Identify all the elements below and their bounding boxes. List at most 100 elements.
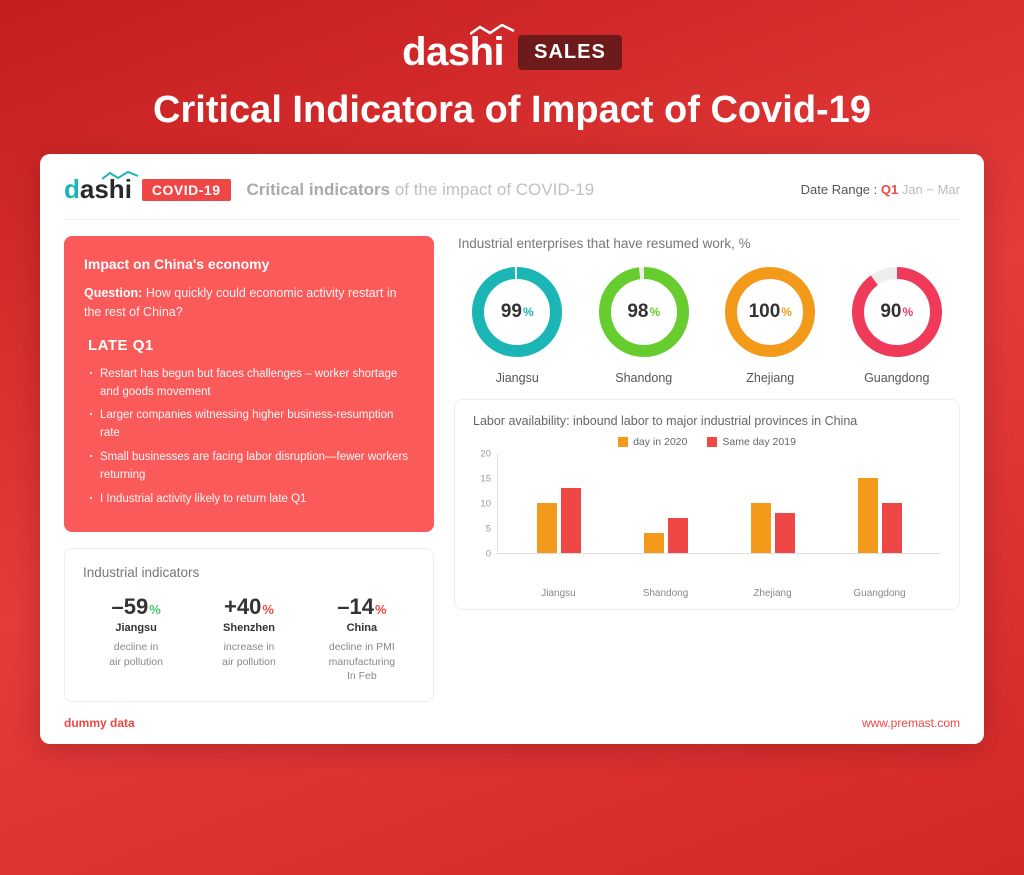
indicators-card: Industrial indicators –59% Jiangsu decline… bbox=[64, 548, 434, 702]
date-range-months: Jan ~ Mar bbox=[898, 182, 960, 197]
donut-item: 98% Shandong bbox=[599, 267, 689, 385]
donut-value: 90% bbox=[852, 267, 942, 357]
donut-chart: 90% bbox=[852, 267, 942, 357]
indicators-title: Industrial indicators bbox=[83, 565, 415, 580]
donut-pct: % bbox=[523, 305, 534, 319]
indicator-pct: % bbox=[262, 602, 274, 617]
legend-label: Same day 2019 bbox=[722, 436, 796, 448]
date-range-quarter: Q1 bbox=[881, 182, 898, 197]
impact-late-q1: LATE Q1 bbox=[88, 334, 414, 357]
donuts-title: Industrial enterprises that have resumed… bbox=[458, 236, 960, 251]
bar-plot bbox=[497, 454, 941, 554]
impact-title: Impact on China's economy bbox=[84, 254, 414, 276]
legend-item: Same day 2019 bbox=[707, 436, 796, 448]
legend-label: day in 2020 bbox=[633, 436, 687, 448]
dashboard-header: dashi COVID-19 Critical indicators of th… bbox=[64, 174, 960, 220]
bar-group bbox=[743, 503, 803, 553]
bar-group bbox=[850, 478, 910, 553]
donut-item: 99% Jiangsu bbox=[472, 267, 562, 385]
hero: dashi SALES Critical Indicatora of Impac… bbox=[30, 30, 994, 132]
x-label: Zhejiang bbox=[743, 588, 803, 599]
donut-label: Shandong bbox=[599, 371, 689, 385]
bar bbox=[858, 478, 878, 553]
footer-right[interactable]: www.premast.com bbox=[862, 716, 960, 730]
y-tick: 10 bbox=[480, 499, 491, 510]
dashboard-card: dashi COVID-19 Critical indicators of th… bbox=[40, 154, 984, 744]
bar bbox=[751, 503, 771, 553]
dashboard-footer: dummy data www.premast.com bbox=[64, 716, 960, 730]
x-label: Guangdong bbox=[850, 588, 910, 599]
donut-label: Jiangsu bbox=[472, 371, 562, 385]
donut-value: 98% bbox=[599, 267, 689, 357]
subtitle-rest: of the impact of COVID-19 bbox=[390, 180, 594, 199]
donut-item: 100% Zhejiang bbox=[725, 267, 815, 385]
y-tick: 15 bbox=[480, 474, 491, 485]
bar-chart-card: Labor availability: inbound labor to maj… bbox=[454, 399, 960, 610]
bar-chart-title: Labor availability: inbound labor to maj… bbox=[473, 414, 941, 428]
subtitle-strong: Critical indicators bbox=[247, 180, 391, 199]
y-tick: 0 bbox=[486, 549, 491, 560]
bar bbox=[537, 503, 557, 553]
y-tick: 5 bbox=[486, 524, 491, 535]
impact-question-label: Question: bbox=[84, 286, 146, 300]
donut-value: 100% bbox=[725, 267, 815, 357]
indicator-value: +40% bbox=[196, 594, 302, 620]
covid-badge: COVID-19 bbox=[142, 179, 231, 201]
indicator-region: Jiangsu bbox=[83, 622, 189, 634]
bar bbox=[775, 513, 795, 553]
bar bbox=[882, 503, 902, 553]
indicator-region: China bbox=[309, 622, 415, 634]
chart-squiggle-icon bbox=[470, 24, 520, 38]
impact-bullet: Small businesses are facing labor disrup… bbox=[88, 449, 414, 485]
indicator-desc: decline in PMImanufacturingIn Feb bbox=[309, 640, 415, 683]
hero-sales-badge: SALES bbox=[518, 35, 622, 70]
bar bbox=[561, 488, 581, 553]
donut-pct: % bbox=[649, 305, 660, 319]
donut-pct: % bbox=[781, 305, 792, 319]
bar-group bbox=[636, 518, 696, 553]
indicator-pct: % bbox=[149, 602, 161, 617]
date-range: Date Range : Q1 Jan ~ Mar bbox=[801, 182, 960, 197]
impact-card: Impact on China's economy Question: How … bbox=[64, 236, 434, 532]
donut-chart: 100% bbox=[725, 267, 815, 357]
indicator-item: –59% Jiangsu decline inair pollution bbox=[83, 594, 189, 683]
y-tick: 20 bbox=[480, 449, 491, 460]
donut-pct: % bbox=[902, 305, 913, 319]
bar-legend: day in 2020 Same day 2019 bbox=[473, 436, 941, 448]
date-range-label: Date Range : bbox=[801, 182, 881, 197]
bar-group bbox=[529, 488, 589, 553]
legend-swatch bbox=[618, 437, 628, 447]
x-axis-labels: Jiangsu Shandong Zhejiang Guangdong bbox=[497, 588, 941, 599]
indicator-region: Shenzhen bbox=[196, 622, 302, 634]
x-label: Jiangsu bbox=[529, 588, 589, 599]
indicator-value: –14% bbox=[309, 594, 415, 620]
indicator-item: +40% Shenzhen increase inair pollution bbox=[196, 594, 302, 683]
donut-label: Zhejiang bbox=[725, 371, 815, 385]
indicator-desc: decline inair pollution bbox=[83, 640, 189, 668]
footer-left: dummy data bbox=[64, 716, 135, 730]
x-label: Shandong bbox=[636, 588, 696, 599]
indicator-desc: increase inair pollution bbox=[196, 640, 302, 668]
impact-bullet-list: Restart has begun but faces challenges –… bbox=[84, 366, 414, 509]
hero-logo: dashi bbox=[402, 30, 504, 75]
dashboard-logo: dashi bbox=[64, 174, 132, 205]
legend-item: day in 2020 bbox=[618, 436, 687, 448]
y-axis: 20151050 bbox=[473, 454, 497, 554]
legend-swatch bbox=[707, 437, 717, 447]
bar bbox=[644, 533, 664, 553]
bar bbox=[668, 518, 688, 553]
donut-chart: 99% bbox=[472, 267, 562, 357]
dashboard-subtitle: Critical indicators of the impact of COV… bbox=[247, 180, 595, 200]
donut-item: 90% Guangdong bbox=[852, 267, 942, 385]
donuts-section: Industrial enterprises that have resumed… bbox=[454, 236, 960, 385]
indicator-pct: % bbox=[375, 602, 387, 617]
donut-value: 99% bbox=[472, 267, 562, 357]
donut-chart: 98% bbox=[599, 267, 689, 357]
chart-squiggle-icon bbox=[102, 171, 142, 182]
indicator-value: –59% bbox=[83, 594, 189, 620]
impact-bullet: I Industrial activity likely to return l… bbox=[88, 491, 414, 509]
hero-title: Critical Indicatora of Impact of Covid-1… bbox=[30, 89, 994, 132]
donut-label: Guangdong bbox=[852, 371, 942, 385]
impact-bullet: Restart has begun but faces challenges –… bbox=[88, 366, 414, 402]
impact-bullet: Larger companies witnessing higher busin… bbox=[88, 407, 414, 443]
